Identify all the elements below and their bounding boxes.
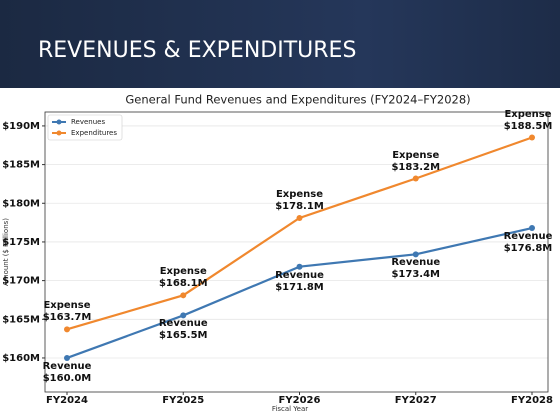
value-label: Expense $178.1M: [275, 188, 324, 212]
y-tick-label: $190M: [2, 121, 40, 132]
value-label: Expense $188.5M: [503, 108, 553, 132]
value-label: Revenue $176.8M: [503, 231, 553, 255]
x-tick-label: FY2025: [162, 395, 204, 406]
legend-marker: [56, 119, 62, 125]
value-label: Revenue $171.8M: [275, 269, 324, 293]
value-label: Expense $163.7M: [42, 300, 92, 324]
x-tick-label: FY2027: [395, 395, 437, 406]
x-tick-label: FY2026: [279, 395, 321, 406]
data-point: [412, 251, 419, 258]
y-tick-label: $160M: [2, 353, 40, 364]
y-tick-label: $175M: [2, 237, 40, 248]
y-tick-label: $185M: [2, 160, 40, 171]
y-tick-label: $180M: [2, 198, 40, 209]
data-point: [180, 312, 187, 319]
y-tick-label: $170M: [2, 276, 40, 287]
value-label: Revenue $165.5M: [158, 318, 208, 342]
value-label: Expense $168.1M: [158, 266, 208, 290]
legend-marker: [56, 130, 62, 136]
data-point: [412, 175, 419, 182]
data-point: [529, 225, 535, 232]
x-tick-label: FY2024: [46, 395, 88, 406]
value-label: Expense $183.2M: [391, 149, 441, 173]
y-tick-label: $165M: [2, 314, 40, 325]
data-point: [180, 292, 187, 299]
slide-title: REVENUES & EXPENDITURES: [38, 38, 356, 63]
legend-label: Expenditures: [71, 129, 117, 137]
chart-title: General Fund Revenues and Expenditures (…: [125, 93, 470, 107]
value-label: Revenue $160.0M: [42, 360, 92, 384]
data-point: [529, 134, 535, 141]
value-label: Revenue $173.4M: [391, 257, 441, 281]
x-tick-label: FY2028: [511, 395, 553, 406]
data-point: [64, 326, 70, 333]
legend-box: [47, 114, 123, 141]
series-line: [66, 136, 533, 331]
plot-frame: [44, 111, 549, 393]
x-axis-label: Fiscal Year: [272, 405, 308, 413]
data-point: [296, 214, 303, 221]
y-axis-label: Amount ($ Millions): [2, 218, 10, 286]
legend-label: Revenues: [71, 118, 105, 126]
header-band: [0, 0, 560, 88]
data-point: [296, 263, 303, 270]
data-point: [64, 354, 70, 361]
